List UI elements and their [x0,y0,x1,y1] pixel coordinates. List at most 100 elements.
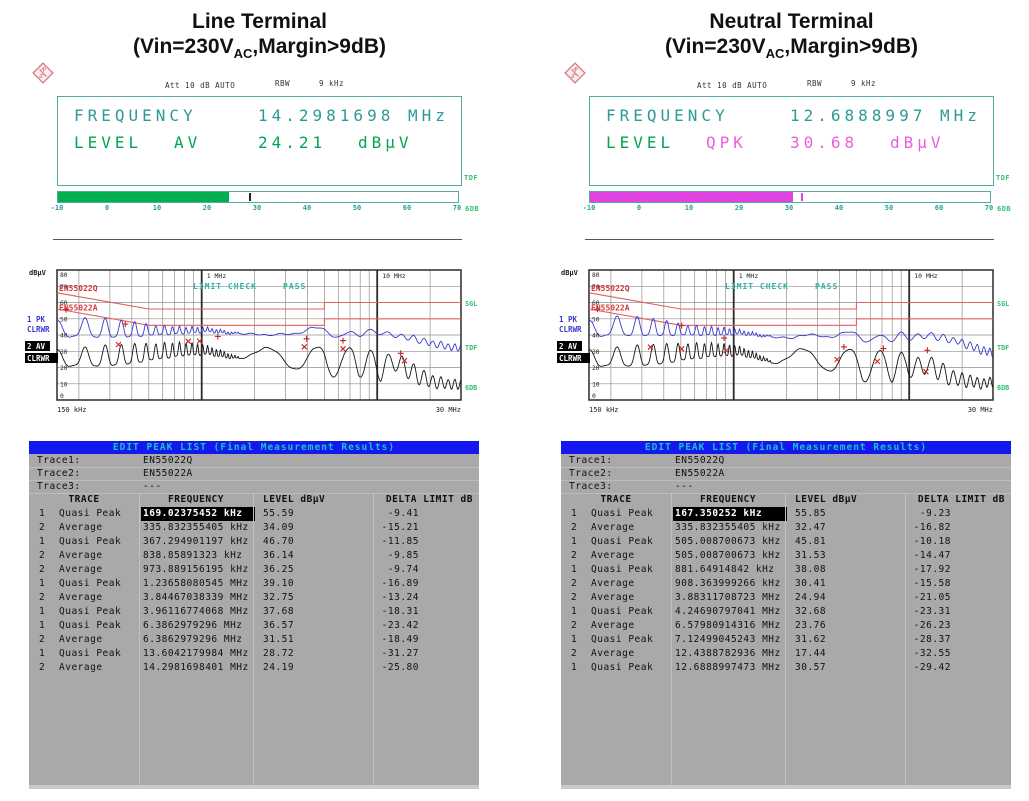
peak-frequency[interactable]: 7.12499045243 MHz [675,634,781,645]
peak-table-row[interactable]: 1 Quasi Peak 169.02375452 kHz 55.59 -9.41 [29,507,479,521]
peak-frequency[interactable]: 14.2981698401 MHz [143,662,249,673]
peak-table-row[interactable]: 2 Average 12.4388782936 MHz 17.44 -32.55 [561,647,1011,661]
peak-table-row[interactable]: 1 Quasi Peak 1.23658080545 MHz 39.10 -16.89 [29,577,479,591]
svg-text:CLRWR: CLRWR [27,325,50,334]
6db-label: 6DB [465,205,480,213]
peak-table-row[interactable]: 2 Average 505.008700673 kHz 31.53 -14.47 [561,549,1011,563]
peak-delta-limit: -28.37 [913,634,951,645]
peak-frequency[interactable]: 505.008700673 kHz [675,550,781,561]
peak-table-row[interactable]: 1 Quasi Peak 13.6042179984 MHz 28.72 -31.27 [29,647,479,661]
bargraph-tick-label: 40 [834,204,844,212]
column-divider [373,493,374,785]
peak-table-row[interactable]: 2 Average 908.363999266 kHz 30.41 -15.58 [561,577,1011,591]
peak-table-row[interactable]: 2 Average 3.84467038339 MHz 32.75 -13.24 [29,591,479,605]
peak-frequency[interactable]: 169.02375452 kHz [141,507,255,521]
peak-frequency[interactable]: 973.889156195 kHz [143,564,249,575]
peak-table-row[interactable]: 1 Quasi Peak 367.294901197 kHz 46.70 -11.85 [29,535,479,549]
trace-info-row: Trace1: EN55022Q [561,454,1011,468]
svg-text:70: 70 [60,284,68,291]
svg-text:CLRWR: CLRWR [559,325,582,334]
peak-frequency[interactable]: 335.832355405 kHz [675,522,781,533]
tdf-label: TDF [464,174,479,182]
peak-delta-limit: -29.42 [913,662,951,673]
peak-delta-limit: -17.92 [913,564,951,575]
peak-frequency[interactable]: 335.832355405 kHz [143,522,249,533]
peak-frequency[interactable]: 3.84467038339 MHz [143,592,249,603]
peak-detector: Average [591,550,635,561]
level-value: 24.21 [258,133,327,152]
peak-frequency[interactable]: 3.88311708723 MHz [675,592,781,603]
trace-info-value: EN55022Q [675,455,725,466]
svg-text:10 MHz: 10 MHz [382,272,406,280]
peak-table-header: TRACE FREQUENCY LEVEL dBµV DELTA LIMIT dB [29,493,479,507]
peak-frequency[interactable]: 908.363999266 kHz [675,578,781,589]
level-bargraph-peak-marker [801,193,803,201]
peak-table-row[interactable]: 2 Average 335.832355405 kHz 32.47 -16.82 [561,521,1011,535]
peak-frequency[interactable]: 881.64914842 kHz [675,564,775,575]
bargraph-tick-label: 50 [884,204,894,212]
peak-level: 36.25 [263,564,295,575]
trace-info-row: Trace2: EN55022A [29,467,479,481]
peak-delta-limit: -15.58 [913,578,951,589]
peak-level: 46.70 [263,536,295,547]
svg-text:30: 30 [60,349,68,356]
trace-peak [588,315,994,359]
peak-frequency[interactable]: 6.3862979296 MHz [143,634,243,645]
peak-frequency[interactable]: 12.4388782936 MHz [675,648,781,659]
peak-table-row[interactable]: 2 Average 973.889156195 kHz 36.25 -9.74 [29,563,479,577]
peak-frequency[interactable]: 167.350252 kHz [673,507,787,521]
quasi-peak-marker [397,350,404,357]
peak-frequency[interactable]: 12.6888997473 MHz [675,662,781,673]
peak-frequency[interactable]: 13.6042179984 MHz [143,648,249,659]
peak-frequency[interactable]: 505.008700673 kHz [675,536,781,547]
peak-frequency[interactable]: 3.96116774068 MHz [143,606,249,617]
peak-table-row[interactable]: 1 Quasi Peak 4.24690797041 MHz 32.68 -23.31 [561,605,1011,619]
peak-trace-number: 2 [39,564,46,575]
average-marker [678,345,685,352]
peak-delta-limit: -9.85 [387,550,419,561]
peak-table-row[interactable]: 2 Average 3.88311708723 MHz 24.94 -21.05 [561,591,1011,605]
peak-delta-limit: -15.21 [381,522,419,533]
peak-frequency[interactable]: 367.294901197 kHz [143,536,249,547]
peak-level: 30.57 [795,662,827,673]
peak-frequency[interactable]: 6.57980914316 MHz [675,620,781,631]
peak-table-row[interactable]: 1 Quasi Peak 6.3862979296 MHz 36.57 -23.42 [29,619,479,633]
peak-frequency[interactable]: 6.3862979296 MHz [143,620,243,631]
peak-table-row[interactable]: 2 Average 14.2981698401 MHz 24.19 -25.80 [29,661,479,675]
peak-table-row[interactable]: 1 Quasi Peak 881.64914842 kHz 38.08 -17.92 [561,563,1011,577]
svg-text:2 AV: 2 AV [559,342,578,351]
svg-text:EN55022A: EN55022A [59,303,98,312]
peak-table-row[interactable]: 1 Quasi Peak 3.96116774068 MHz 37.68 -18.31 [29,605,479,619]
peak-table-row[interactable]: 2 Average 335.832355405 kHz 34.09 -15.21 [29,521,479,535]
peak-table-row[interactable]: 1 Quasi Peak 505.008700673 kHz 45.81 -10.18 [561,535,1011,549]
peak-table-row[interactable]: 1 Quasi Peak 12.6888997473 MHz 30.57 -29.42 [561,661,1011,675]
peak-trace-number: 2 [39,662,46,673]
peak-frequency[interactable]: 4.24690797041 MHz [675,606,781,617]
level-bargraph-peak-marker [249,193,251,201]
svg-text:10: 10 [60,381,68,388]
peak-detector: Average [59,662,103,673]
svg-text:R: R [39,66,47,74]
svg-text:CLRWR: CLRWR [27,354,50,363]
peak-trace-number: 1 [39,606,46,617]
peak-table-row[interactable]: 2 Average 6.3862979296 MHz 31.51 -18.49 [29,633,479,647]
peak-table-row[interactable]: 2 Average 6.57980914316 MHz 23.76 -26.23 [561,619,1011,633]
peak-level: 55.85 [795,508,827,519]
x-axis-start-label: 150 kHz [57,406,87,414]
peak-table-row[interactable]: 1 Quasi Peak 167.350252 kHz 55.85 -9.23 [561,507,1011,521]
peak-detector: Average [591,522,635,533]
peak-table-row[interactable]: 2 Average 838.85891323 kHz 36.14 -9.85 [29,549,479,563]
peak-delta-limit: -9.23 [919,508,951,519]
attenuation-readout: Att 10 dB AUTO [697,81,768,90]
peak-trace-number: 2 [571,620,578,631]
peak-level: 45.81 [795,536,827,547]
peak-trace-number: 1 [571,634,578,645]
column-divider [905,493,906,785]
peak-frequency[interactable]: 1.23658080545 MHz [143,578,249,589]
peak-table-row[interactable]: 1 Quasi Peak 7.12499045243 MHz 31.62 -28.37 [561,633,1011,647]
peak-level: 37.68 [263,606,295,617]
svg-text:EN55022Q: EN55022Q [59,284,98,293]
trace-info-label: Trace1: [569,455,613,466]
trace-average [57,340,462,391]
peak-frequency[interactable]: 838.85891323 kHz [143,550,243,561]
